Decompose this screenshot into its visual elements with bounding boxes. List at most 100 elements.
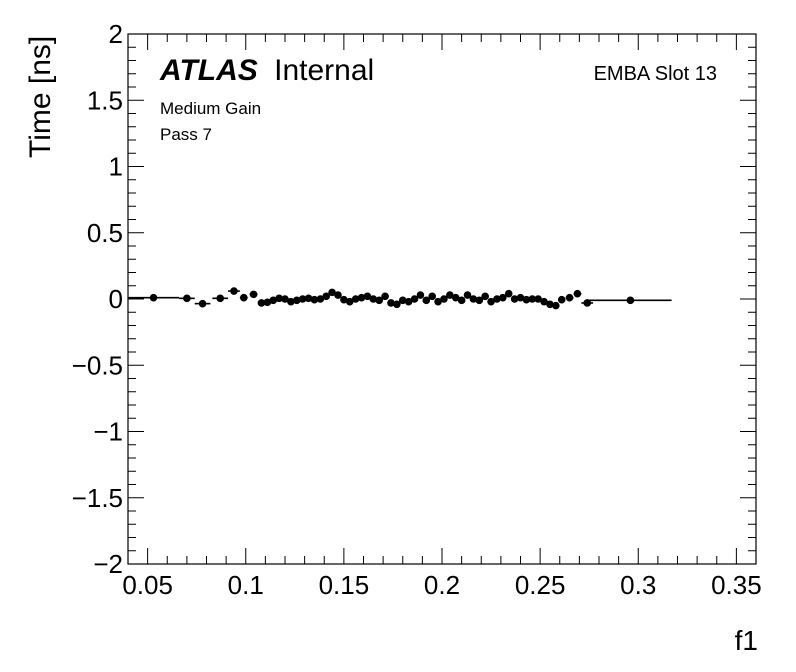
point-marker [249,290,258,299]
data-point [298,295,307,303]
point-marker [281,295,289,303]
point-marker [269,296,278,305]
data-point [375,296,384,305]
point-marker [516,293,525,302]
point-marker [573,289,582,298]
point-marker [552,301,560,310]
data-point [522,295,531,304]
data-point [340,295,348,304]
data-point [528,295,537,303]
point-marker [434,297,442,306]
point-marker [481,292,489,301]
data-point [287,297,295,306]
atlas-logo-text: ATLAS [159,54,258,87]
data-point [239,293,248,302]
data-point [128,293,180,302]
point-marker [357,293,366,302]
y-tick-label: −2 [93,549,123,579]
data-point [249,290,258,299]
data-point [404,297,413,306]
x-tick-labels: 0.05 0.1 0.15 0.2 0.25 0.3 0.35 [122,570,761,600]
point-marker [534,295,542,303]
data-point [504,289,513,298]
point-marker [557,295,566,304]
data-point [565,293,574,302]
y-tick-label: 1 [109,152,123,182]
point-marker [416,291,425,299]
y-tick-label: 0 [109,284,123,314]
point-marker [487,297,495,306]
point-marker [393,300,401,309]
point-marker [457,296,466,305]
data-point [281,295,289,303]
data-point [263,298,272,307]
point-marker [363,292,372,301]
data-point [487,297,495,306]
point-marker [328,288,336,297]
y-tick-label: 1.5 [87,85,123,115]
data-point [499,293,507,302]
data-point [410,295,419,303]
data-point [463,291,472,299]
data-point [292,296,301,305]
data-point [212,294,229,303]
axis-ticks [127,33,757,565]
data-point [422,296,431,305]
point-marker [239,293,248,302]
point-marker [345,297,354,306]
data-point [363,292,372,301]
data-point [398,296,407,305]
y-tick-label: −1 [93,417,123,447]
point-marker [340,295,348,304]
data-point [589,296,672,305]
atlas-label: ATLAS Internal [159,54,374,87]
point-marker [334,291,342,299]
data-point [304,294,313,303]
data-point [351,295,360,303]
point-marker [310,295,319,304]
data-point [446,291,454,299]
point-marker [446,291,454,299]
point-marker [565,293,574,302]
point-marker [546,300,554,309]
data-point [357,293,366,302]
point-marker [410,295,419,303]
point-marker [322,292,331,301]
y-axis-title: Time [ns] [24,36,57,158]
data-point [481,292,489,301]
point-marker [292,296,301,305]
data-point [552,301,560,310]
x-tick-label: 0.35 [711,570,762,600]
data-point [457,296,466,305]
point-marker [387,299,395,307]
data-point [179,294,195,303]
point-marker [528,295,537,303]
data-point [451,293,460,302]
point-marker [369,295,378,303]
y-tick-label: −1.5 [72,483,123,513]
point-marker [351,295,360,303]
data-point [540,297,548,306]
data-point [469,295,478,303]
point-marker [428,292,436,301]
point-marker [149,293,158,302]
data-point [387,299,395,307]
point-marker [510,295,519,303]
data-point [557,295,566,304]
point-marker [381,292,389,301]
data-point [546,300,554,309]
point-marker [451,293,460,302]
data-point [475,296,484,305]
point-marker [469,295,478,303]
point-marker [375,296,384,305]
x-tick-label: 0.25 [515,570,566,600]
x-axis-title: f1 [735,625,758,656]
x-tick-label: 0.2 [424,570,460,600]
point-marker [522,295,531,304]
point-marker [475,296,484,305]
data-points [128,287,672,310]
data-point [440,295,448,303]
data-point [369,295,378,303]
point-marker [440,295,448,303]
point-marker [583,299,592,307]
